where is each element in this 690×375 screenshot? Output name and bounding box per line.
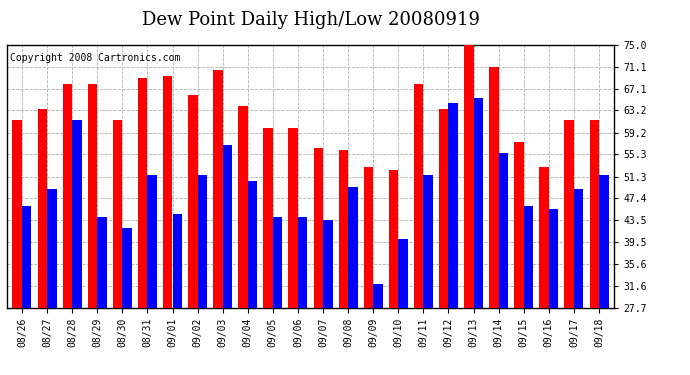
- Bar: [288, 128, 298, 375]
- Bar: [388, 170, 398, 375]
- Bar: [323, 220, 333, 375]
- Bar: [88, 84, 97, 375]
- Bar: [97, 217, 107, 375]
- Bar: [348, 186, 357, 375]
- Bar: [599, 176, 609, 375]
- Bar: [213, 70, 223, 375]
- Bar: [273, 217, 282, 375]
- Bar: [540, 167, 549, 375]
- Bar: [414, 84, 424, 375]
- Bar: [12, 120, 22, 375]
- Bar: [339, 150, 348, 375]
- Bar: [589, 120, 599, 375]
- Bar: [448, 103, 458, 375]
- Bar: [524, 206, 533, 375]
- Bar: [138, 78, 148, 375]
- Bar: [248, 181, 257, 375]
- Bar: [298, 217, 308, 375]
- Bar: [564, 120, 574, 375]
- Bar: [514, 142, 524, 375]
- Text: Dew Point Daily High/Low 20080919: Dew Point Daily High/Low 20080919: [141, 11, 480, 29]
- Bar: [223, 145, 233, 375]
- Text: Copyright 2008 Cartronics.com: Copyright 2008 Cartronics.com: [10, 53, 180, 63]
- Bar: [549, 209, 558, 375]
- Bar: [22, 206, 32, 375]
- Bar: [499, 153, 509, 375]
- Bar: [188, 95, 197, 375]
- Bar: [424, 176, 433, 375]
- Bar: [172, 214, 182, 375]
- Bar: [489, 67, 499, 375]
- Bar: [313, 148, 323, 375]
- Bar: [163, 75, 172, 375]
- Bar: [364, 167, 373, 375]
- Bar: [439, 109, 449, 375]
- Bar: [63, 84, 72, 375]
- Bar: [574, 189, 584, 375]
- Bar: [398, 239, 408, 375]
- Bar: [72, 120, 81, 375]
- Bar: [238, 106, 248, 375]
- Bar: [197, 176, 207, 375]
- Bar: [464, 45, 473, 375]
- Bar: [264, 128, 273, 375]
- Bar: [37, 109, 47, 375]
- Bar: [473, 98, 483, 375]
- Bar: [373, 284, 383, 375]
- Bar: [148, 176, 157, 375]
- Bar: [112, 120, 122, 375]
- Bar: [122, 228, 132, 375]
- Bar: [47, 189, 57, 375]
